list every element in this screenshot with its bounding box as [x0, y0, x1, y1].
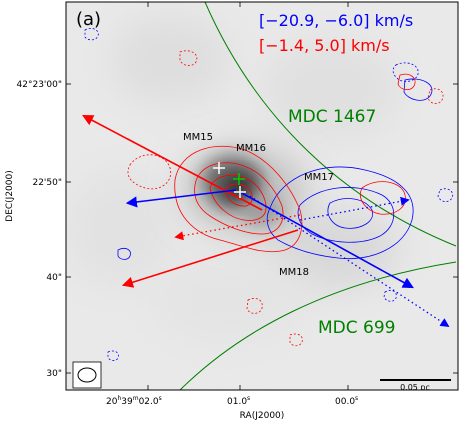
mdc-699-boundary — [179, 261, 457, 390]
source-label: MM15 — [183, 132, 213, 143]
red-outflow-arrow — [121, 229, 299, 288]
filament-label-mdc-1467: MDC 1467 — [288, 107, 376, 127]
blue-contour — [383, 290, 397, 302]
mm17-marker — [234, 186, 246, 198]
red-velocity-range: [−1.4, 5.0] km/s — [259, 36, 390, 55]
beam-indicator — [72, 361, 102, 389]
red-contour — [427, 88, 444, 104]
y-tick-label: 22'50" — [32, 178, 62, 188]
blue-outflow-arrow — [249, 195, 450, 327]
x-tick-label: 20h39m02.0s — [106, 395, 162, 407]
source-labels: MM15 MM16 MM17 MM18 — [183, 132, 334, 278]
panel-label: (a) — [76, 9, 101, 30]
mm16-marker — [233, 173, 245, 185]
mdc-1467-boundary — [204, 2, 457, 247]
blue-contour — [392, 62, 419, 82]
y-tick-label: 30" — [46, 369, 62, 379]
red-contour — [289, 333, 303, 347]
source-label: MM16 — [236, 143, 266, 154]
red-lobe-contours — [127, 50, 444, 347]
x-axis-label: RA(J2000) — [240, 411, 285, 421]
blue-velocity-range: [−20.9, −6.0] km/s — [259, 11, 413, 30]
blue-outflow-arrow — [125, 189, 237, 208]
plot-frame — [65, 1, 459, 391]
x-ticks — [147, 2, 349, 390]
blue-outflow-arrow — [299, 196, 410, 221]
y-axis-label: DEC(J2000) — [5, 170, 15, 221]
red-outflow-arrow — [82, 114, 263, 211]
outflow-arrows — [82, 114, 450, 327]
x-tick-label: 01.0s — [227, 395, 250, 407]
y-tick-label: 40" — [46, 273, 62, 283]
red-contour — [194, 162, 284, 235]
red-contour — [209, 174, 267, 221]
source-label: MM17 — [304, 172, 334, 183]
blue-contour — [107, 350, 119, 361]
blue-contour — [117, 248, 131, 260]
blue-contour — [403, 78, 433, 101]
red-outflow-arrow — [174, 214, 301, 241]
blue-contour — [327, 198, 373, 229]
blue-outflow-arrow — [239, 191, 414, 289]
blue-contour — [437, 188, 454, 202]
plot-area: MM15 MM16 MM17 MM18 MDC 1467 MDC 699 (a)… — [66, 2, 458, 392]
filament-boundaries — [179, 2, 457, 390]
red-contour — [360, 181, 406, 215]
red-contour — [397, 73, 416, 90]
filament-label-mdc-699: MDC 699 — [318, 318, 395, 338]
blue-contour — [266, 166, 414, 260]
source-markers — [213, 162, 246, 198]
scale-bar: 0.05 pc — [380, 379, 451, 392]
y-tick-label: 42°23'00" — [17, 80, 62, 90]
mm15-marker — [213, 162, 225, 174]
source-label: MM18 — [279, 267, 309, 278]
red-contour — [246, 298, 263, 314]
scale-bar-label: 0.05 pc — [400, 383, 430, 392]
red-contour — [174, 145, 303, 253]
red-contour — [179, 50, 198, 66]
y-ticks — [66, 83, 458, 374]
x-tick-label: 00.0s — [335, 395, 358, 407]
red-contour — [127, 154, 172, 190]
